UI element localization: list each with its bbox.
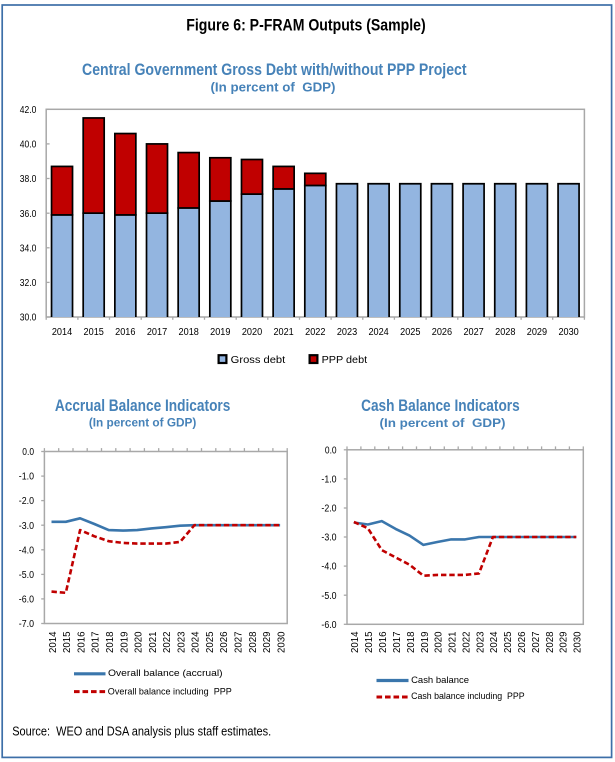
svg-text:Figure 6: P-FRAM Outputs (Samp: Figure 6: P-FRAM Outputs (Sample)	[186, 17, 425, 35]
svg-text:38.0: 38.0	[20, 174, 37, 185]
svg-text:2025: 2025	[400, 327, 421, 338]
svg-text:-1.0: -1.0	[321, 475, 337, 486]
svg-text:2014: 2014	[52, 327, 73, 338]
svg-text:PPP debt: PPP debt	[322, 354, 368, 366]
svg-text:2025: 2025	[204, 631, 216, 653]
svg-text:2029: 2029	[527, 327, 548, 338]
svg-text:-2.0: -2.0	[19, 496, 35, 507]
svg-text:0.0: 0.0	[22, 447, 34, 458]
svg-text:2014: 2014	[349, 631, 361, 653]
svg-text:2015: 2015	[61, 631, 73, 653]
svg-text:-3.0: -3.0	[321, 533, 337, 544]
svg-text:2026: 2026	[218, 631, 230, 653]
svg-text:2020: 2020	[133, 631, 145, 653]
svg-text:Central Government Gross Debt: Central Government Gross Debt with/witho…	[82, 61, 467, 79]
svg-text:2019: 2019	[118, 631, 130, 653]
svg-text:2027: 2027	[463, 327, 484, 338]
svg-text:-5.0: -5.0	[321, 591, 337, 602]
svg-text:2030: 2030	[558, 327, 579, 338]
svg-text:2014: 2014	[47, 631, 59, 653]
svg-text:2027: 2027	[530, 631, 542, 653]
svg-text:(In percent of GDP): (In percent of GDP)	[89, 415, 197, 429]
svg-text:Source: WEO and DSA analysis: Source: WEO and DSA analysis plus staff …	[12, 724, 271, 738]
svg-text:2017: 2017	[147, 327, 168, 338]
svg-text:2019: 2019	[210, 327, 231, 338]
svg-text:2026: 2026	[432, 327, 453, 338]
svg-text:2030: 2030	[572, 631, 584, 653]
svg-text:2018: 2018	[405, 631, 417, 653]
svg-text:2028: 2028	[247, 631, 259, 653]
svg-text:42.0: 42.0	[20, 105, 37, 116]
svg-text:-3.0: -3.0	[19, 521, 35, 532]
svg-text:2015: 2015	[363, 631, 375, 653]
svg-text:2028: 2028	[495, 327, 516, 338]
svg-text:-4.0: -4.0	[321, 562, 337, 573]
svg-text:Cash balance including PPP: Cash balance including PPP	[411, 691, 525, 702]
svg-text:Overall balance including PPP: Overall balance including PPP	[108, 686, 232, 697]
svg-text:40.0: 40.0	[20, 140, 37, 151]
svg-text:2022: 2022	[460, 631, 472, 653]
svg-text:2016: 2016	[75, 631, 87, 653]
svg-text:-6.0: -6.0	[321, 620, 337, 631]
svg-text:2024: 2024	[368, 327, 389, 338]
svg-text:30.0: 30.0	[20, 313, 37, 324]
svg-text:2026: 2026	[516, 631, 528, 653]
svg-text:2021: 2021	[273, 327, 294, 338]
svg-text:2021: 2021	[147, 631, 159, 653]
svg-text:2028: 2028	[544, 631, 556, 653]
svg-text:2029: 2029	[261, 631, 273, 653]
svg-text:2020: 2020	[242, 327, 263, 338]
svg-text:2024: 2024	[488, 631, 500, 653]
svg-text:0.0: 0.0	[325, 445, 337, 456]
svg-text:(In percent of GDP): (In percent of GDP)	[211, 81, 336, 95]
svg-text:2023: 2023	[175, 631, 187, 653]
svg-text:2022: 2022	[305, 327, 326, 338]
svg-text:-2.0: -2.0	[321, 504, 337, 515]
svg-text:2020: 2020	[433, 631, 445, 653]
svg-text:Cash Balance Indicators: Cash Balance Indicators	[361, 396, 520, 415]
svg-text:2027: 2027	[233, 631, 245, 653]
svg-text:-1.0: -1.0	[19, 472, 35, 483]
svg-text:2019: 2019	[419, 631, 431, 653]
svg-text:Overall balance (accrual): Overall balance (accrual)	[108, 668, 223, 679]
svg-text:-6.0: -6.0	[19, 595, 35, 606]
svg-text:2017: 2017	[90, 631, 102, 653]
svg-text:2024: 2024	[190, 631, 202, 653]
svg-text:2022: 2022	[161, 631, 173, 653]
svg-text:2023: 2023	[474, 631, 486, 653]
svg-text:2023: 2023	[337, 327, 358, 338]
svg-text:2016: 2016	[377, 631, 389, 653]
svg-text:-5.0: -5.0	[19, 570, 35, 581]
svg-text:2030: 2030	[275, 631, 287, 653]
svg-text:34.0: 34.0	[20, 243, 37, 254]
svg-text:Cash balance: Cash balance	[411, 675, 469, 686]
svg-text:2029: 2029	[558, 631, 570, 653]
svg-text:Accrual Balance Indicators: Accrual Balance Indicators	[55, 396, 231, 415]
svg-text:2021: 2021	[447, 631, 459, 653]
svg-text:2018: 2018	[104, 631, 116, 653]
svg-text:2015: 2015	[84, 327, 105, 338]
svg-text:Gross debt: Gross debt	[231, 354, 286, 366]
svg-text:2016: 2016	[115, 327, 136, 338]
svg-text:(In percent of GDP): (In percent of GDP)	[380, 416, 506, 430]
svg-text:36.0: 36.0	[20, 209, 37, 220]
svg-text:2017: 2017	[391, 631, 403, 653]
svg-text:2018: 2018	[179, 327, 200, 338]
svg-text:-7.0: -7.0	[19, 619, 35, 630]
svg-text:2025: 2025	[502, 631, 514, 653]
svg-text:-4.0: -4.0	[19, 545, 35, 556]
svg-text:32.0: 32.0	[20, 278, 37, 289]
